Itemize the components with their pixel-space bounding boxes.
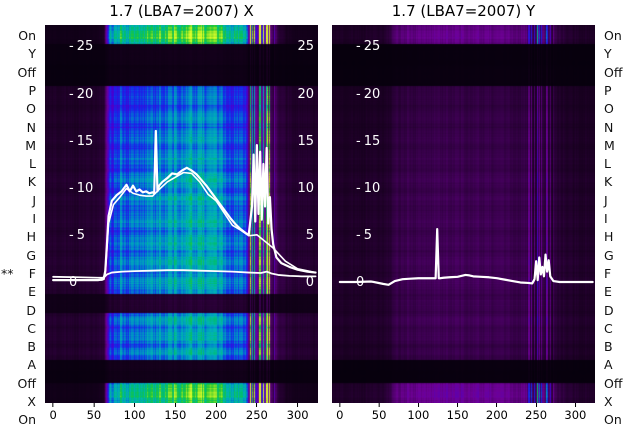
- x-tick-left-0: 0: [49, 403, 57, 422]
- x-tick-label: 300: [286, 408, 309, 422]
- x-tick-mark: [52, 403, 54, 407]
- category-axis-right: On Y Off P O N M L K J I H G F E D C B A Off X On: [600, 25, 640, 425]
- panel-title-y: 1.7 (LBA7=2007) Y: [391, 2, 536, 20]
- x-tick-label: 100: [407, 408, 430, 422]
- category-label-left-18: A: [27, 357, 36, 373]
- x-tick-mark: [297, 403, 299, 407]
- x-tick-mark: [574, 403, 576, 407]
- x-tick-label: 200: [485, 408, 508, 422]
- x-tick-mark: [256, 403, 258, 407]
- category-label-right-1: Y: [604, 46, 612, 62]
- heatmap-panel-y[interactable]: [332, 25, 595, 403]
- category-label-left-8: K: [27, 174, 36, 190]
- heatmap-image-x: [45, 25, 318, 403]
- heatmap-image-y: [332, 25, 595, 403]
- category-label-right-18: A: [604, 357, 613, 373]
- x-tick-left-50: 50: [86, 403, 102, 422]
- category-label-left-15: D: [26, 302, 36, 318]
- category-label-left-9: J: [32, 192, 36, 208]
- x-tick-label: 100: [123, 408, 146, 422]
- category-label-right-4: O: [604, 101, 614, 117]
- category-label-right-17: B: [604, 339, 613, 355]
- heatmap-panel-x[interactable]: [45, 25, 318, 403]
- category-flag-marker: **: [1, 265, 14, 281]
- category-label-right-8: K: [604, 174, 613, 190]
- x-tick-label: 0: [336, 408, 344, 422]
- x-tick-mark: [339, 403, 341, 407]
- category-label-right-9: J: [604, 192, 608, 208]
- x-tick-label: 50: [371, 408, 387, 422]
- category-label-left-19: Off: [17, 375, 36, 391]
- category-label-right-2: Off: [604, 64, 623, 80]
- category-label-right-6: M: [604, 137, 615, 153]
- x-tick-label: 250: [245, 408, 268, 422]
- x-tick-label: 50: [86, 408, 102, 422]
- x-tick-right-0: 0: [336, 403, 344, 422]
- category-label-left-6: M: [25, 137, 36, 153]
- x-tick-right-100: 100: [407, 403, 429, 422]
- category-label-left-12: G: [26, 247, 36, 263]
- category-label-right-11: H: [604, 229, 614, 245]
- x-tick-right-200: 200: [486, 403, 508, 422]
- x-tick-left-300: 300: [287, 403, 309, 422]
- category-label-left-16: C: [27, 320, 36, 336]
- x-tick-label: 300: [564, 408, 587, 422]
- category-label-right-15: D: [604, 302, 614, 318]
- category-label-left-10: I: [32, 211, 36, 226]
- x-tick-label: 150: [446, 408, 469, 422]
- x-tick-left-200: 200: [205, 403, 227, 422]
- x-tick-mark: [378, 403, 380, 407]
- category-label-left-3: P: [28, 82, 36, 98]
- x-tick-left-100: 100: [124, 403, 146, 422]
- x-tick-label: 200: [205, 408, 228, 422]
- category-label-right-16: C: [604, 320, 613, 336]
- category-label-left-17: B: [27, 339, 36, 355]
- category-label-right-0: On: [604, 28, 622, 43]
- category-label-left-11: H: [26, 229, 36, 245]
- category-label-right-10: I: [604, 211, 608, 226]
- category-label-left-21: On: [18, 412, 36, 428]
- category-label-left-4: O: [26, 101, 36, 117]
- x-tick-right-50: 50: [371, 403, 387, 422]
- x-tick-mark: [535, 403, 537, 407]
- category-label-right-21: On: [604, 412, 622, 428]
- category-label-left-5: N: [26, 119, 36, 135]
- category-label-left-20: X: [27, 394, 36, 409]
- x-tick-right-250: 250: [525, 403, 547, 422]
- x-axis-left: 0 50 100 150 200 250 300: [45, 403, 318, 440]
- category-label-left-1: Y: [28, 46, 36, 62]
- category-label-right-19: Off: [604, 375, 623, 391]
- x-tick-mark: [93, 403, 95, 407]
- category-label-left-14: E: [28, 284, 36, 300]
- category-label-left-13: F: [28, 265, 36, 281]
- category-label-right-3: P: [604, 82, 612, 98]
- category-label-right-12: G: [604, 247, 614, 263]
- category-label-right-20: X: [604, 394, 613, 409]
- x-tick-left-150: 150: [164, 403, 186, 422]
- x-tick-label: 250: [525, 408, 548, 422]
- category-axis-left: On Y Off P O N M L K J I H G F ** E D C B A Off X On: [0, 25, 40, 425]
- category-label-left-0: On: [18, 28, 36, 43]
- x-tick-left-250: 250: [246, 403, 268, 422]
- x-tick-mark: [215, 403, 217, 407]
- category-label-left-2: Off: [17, 64, 36, 80]
- x-tick-label: 150: [164, 408, 187, 422]
- x-tick-right-150: 150: [447, 403, 469, 422]
- panel-title-x: 1.7 (LBA7=2007) X: [109, 2, 254, 20]
- x-tick-mark: [417, 403, 419, 407]
- category-label-right-13: F: [604, 265, 612, 281]
- category-label-right-5: N: [604, 119, 614, 135]
- x-axis-right: 0 50 100 150 200 250 300: [332, 403, 595, 440]
- category-label-left-7: L: [29, 156, 36, 172]
- x-tick-mark: [457, 403, 459, 407]
- x-tick-label: 0: [49, 408, 57, 422]
- category-label-right-7: L: [604, 156, 611, 172]
- x-tick-mark: [174, 403, 176, 407]
- category-label-right-14: E: [604, 284, 612, 300]
- x-tick-right-300: 300: [564, 403, 586, 422]
- x-tick-mark: [496, 403, 498, 407]
- x-tick-mark: [134, 403, 136, 407]
